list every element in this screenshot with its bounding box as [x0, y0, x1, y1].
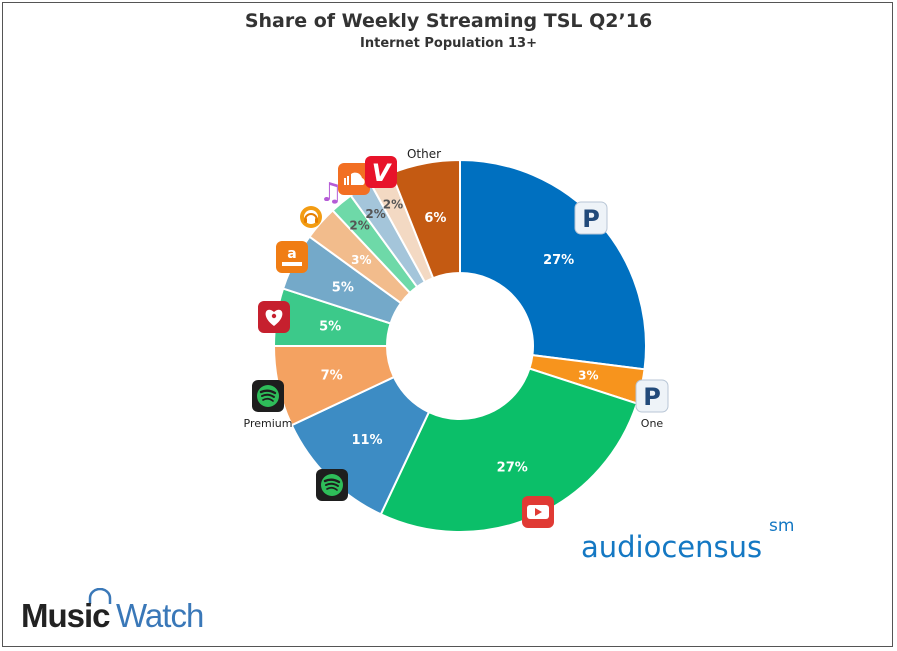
- data-label-9: 2%: [365, 207, 385, 221]
- data-label-3: 11%: [351, 433, 382, 448]
- pandora-icon: P: [574, 201, 608, 235]
- pandora-one-icon: P: [635, 379, 669, 413]
- svg-text:P: P: [582, 205, 600, 233]
- spotify-free-icon: [316, 469, 348, 501]
- slice-0: [459, 158, 647, 371]
- vevo-icon: V: [365, 156, 397, 188]
- iheartradio-icon: [258, 301, 290, 333]
- slice-11: [390, 158, 461, 280]
- chart-title: Share of Weekly Streaming TSL Q2’16: [244, 10, 653, 32]
- svg-text:V: V: [372, 159, 393, 187]
- service-icons: P Pa ♫ V: [252, 156, 669, 528]
- data-label-8: 2%: [349, 219, 369, 233]
- caption-other: Other: [407, 147, 441, 161]
- chart-subtitle: Internet Population 13+: [360, 36, 537, 51]
- donut-slices: [272, 158, 647, 533]
- data-label-7: 3%: [351, 253, 371, 267]
- svg-text:♫: ♫: [319, 178, 342, 208]
- data-label-6: 5%: [332, 280, 354, 295]
- data-label-2: 27%: [497, 461, 528, 476]
- soundcloud-icon: [338, 163, 370, 195]
- data-label-0: 27%: [543, 253, 574, 268]
- slice-2: [379, 367, 639, 533]
- svg-text:P: P: [643, 383, 661, 411]
- audiocensus-service-mark: sm: [769, 516, 795, 536]
- google-play-music-icon: [300, 206, 322, 228]
- data-label-5: 5%: [319, 319, 341, 334]
- caption-premium: Premium: [244, 417, 293, 430]
- donut-data-labels: 27%3%One27%11%7%Premium5%5%3%2%2%2%6%Oth…: [244, 147, 664, 476]
- amazon-music-icon: a: [276, 241, 308, 273]
- audiocensus-logo: audiocensus: [581, 530, 763, 564]
- data-label-4: 7%: [321, 369, 343, 384]
- headphones-icon: [88, 588, 112, 604]
- data-label-1: 3%: [578, 369, 598, 383]
- caption-one: One: [641, 417, 664, 430]
- musicwatch-logo-music: Music: [21, 597, 111, 634]
- apple-music-icon: ♫: [319, 178, 342, 208]
- svg-text:a: a: [287, 246, 296, 262]
- musicwatch-logo-watch: Watch: [116, 597, 204, 634]
- youtube-icon: [522, 496, 554, 528]
- data-label-10: 2%: [383, 197, 403, 211]
- spotify-premium-icon: [252, 380, 284, 412]
- data-label-11: 6%: [424, 211, 446, 226]
